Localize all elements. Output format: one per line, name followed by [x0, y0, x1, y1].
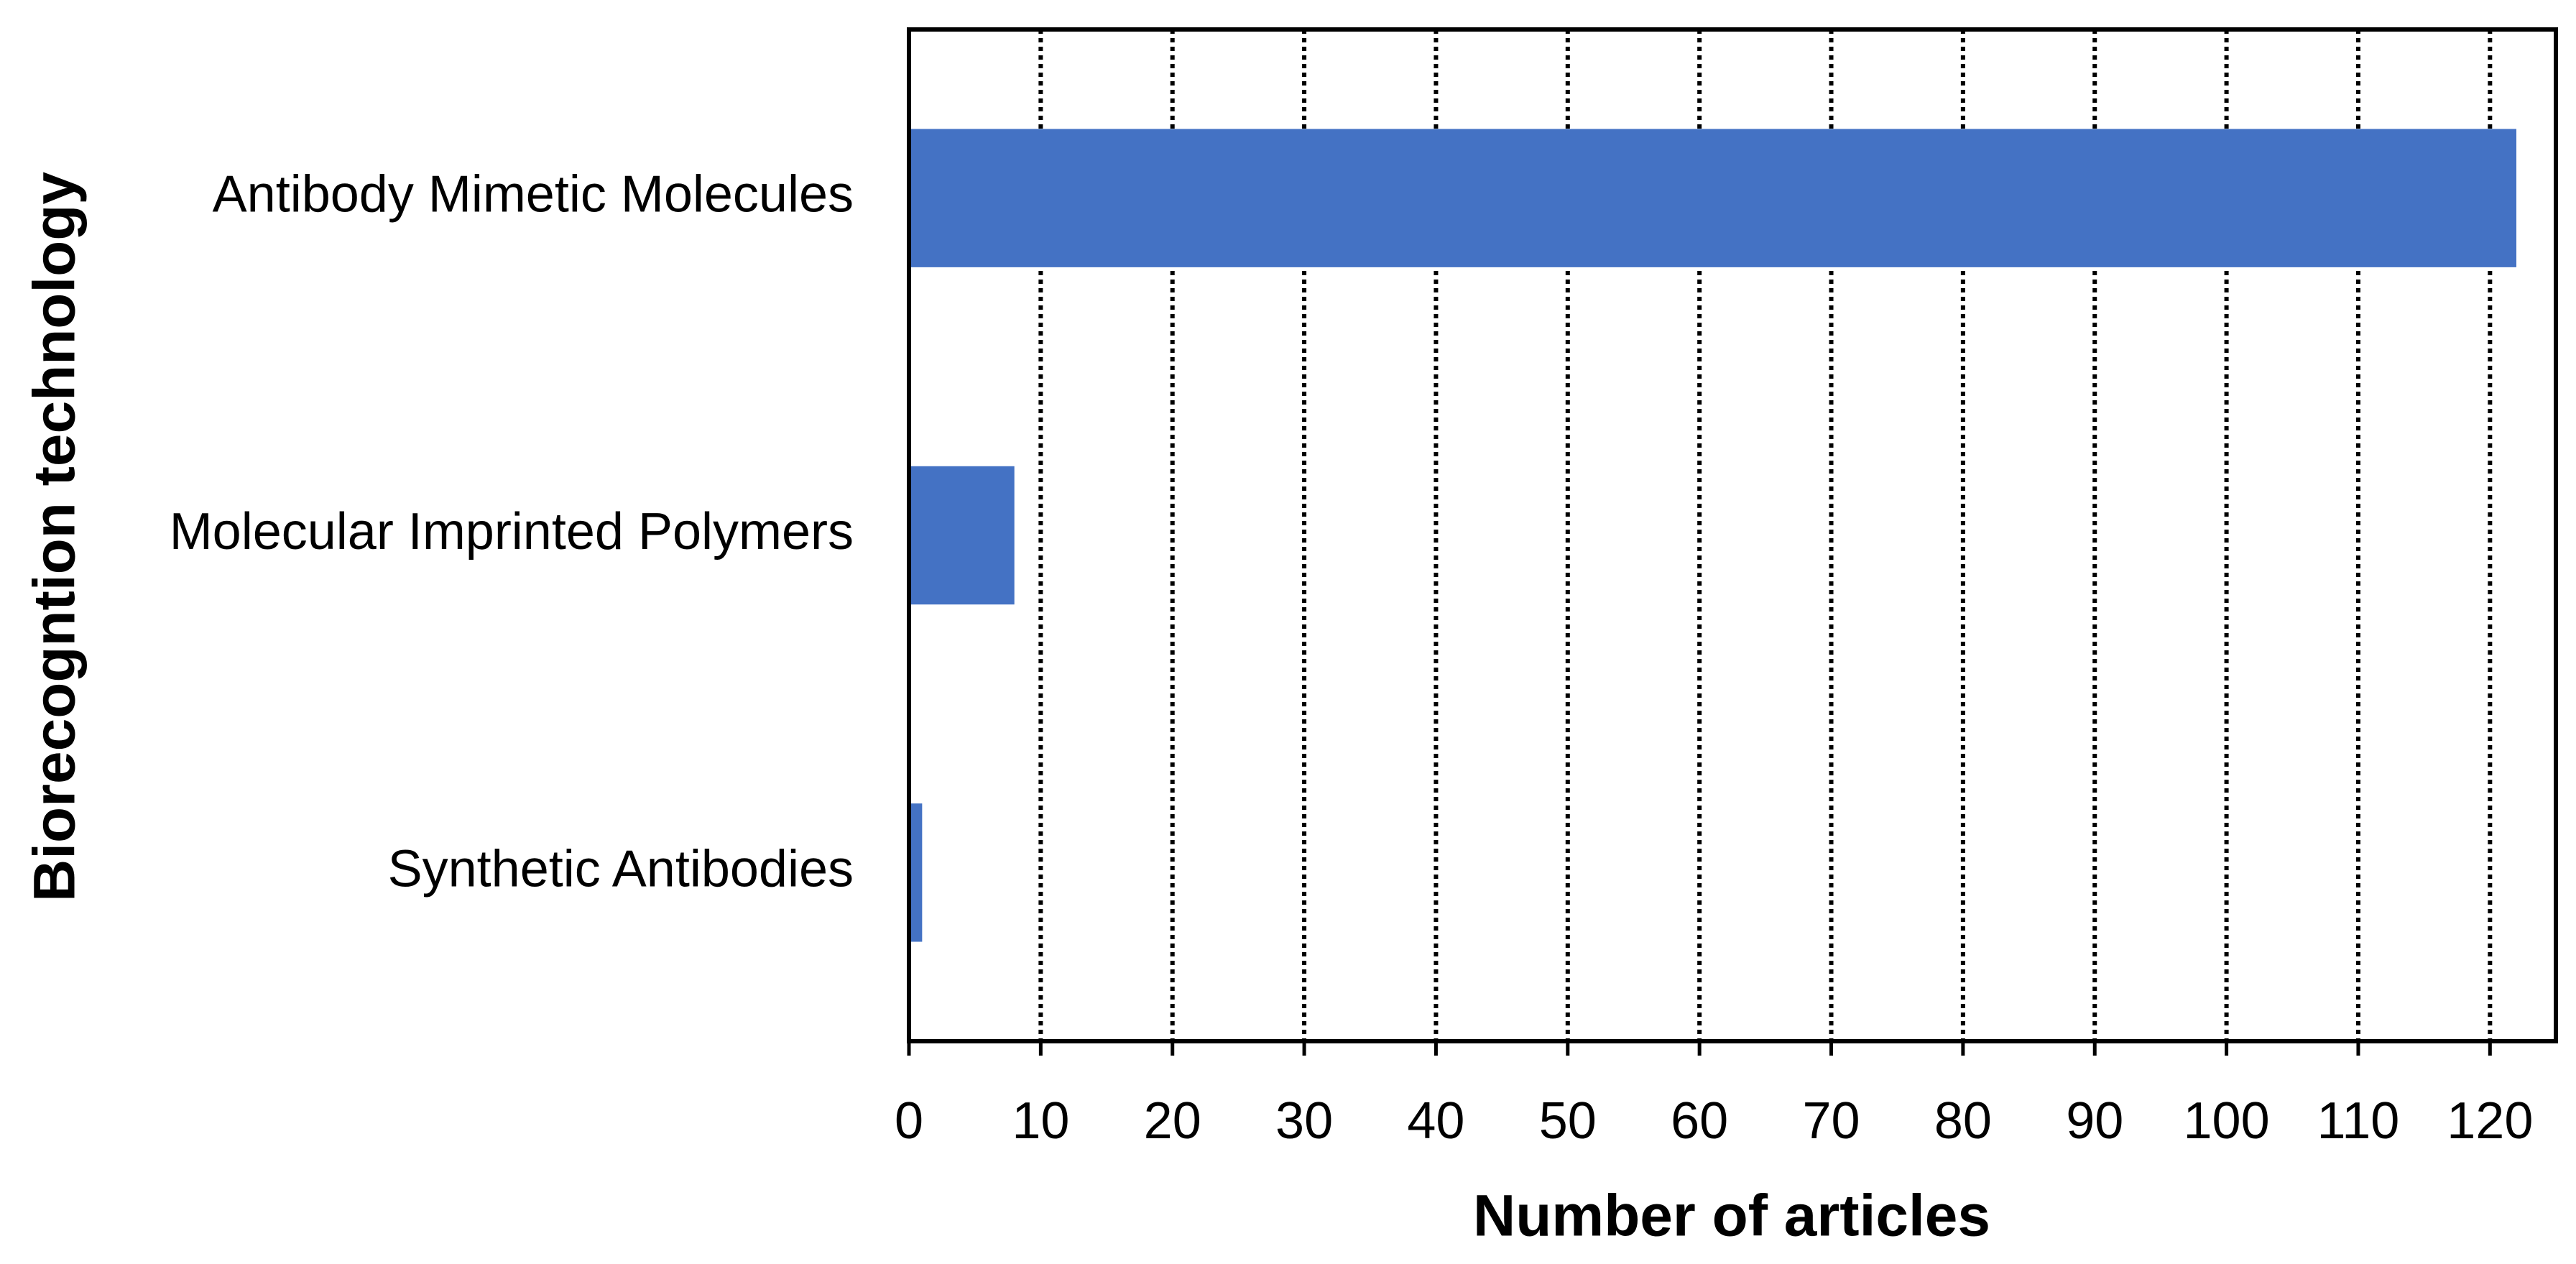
y-tick-label: Antibody Mimetic Molecules: [213, 166, 854, 223]
plot-frame: [907, 27, 2558, 1043]
x-axis-title: Number of articles: [1473, 1184, 1990, 1249]
x-tick-label: 20: [1144, 1092, 1201, 1150]
bar: [909, 129, 2516, 267]
x-tick-label: 50: [1539, 1092, 1597, 1150]
x-tick-label: 70: [1802, 1092, 1860, 1150]
x-tick-label: 100: [2184, 1092, 2270, 1150]
x-tick-label: 90: [2066, 1092, 2123, 1150]
y-axis-title: Biorecogntion technology: [22, 172, 88, 902]
x-tick-label: 40: [1407, 1092, 1464, 1150]
x-tick-label: 30: [1275, 1092, 1333, 1150]
x-tick-label: 10: [1012, 1092, 1069, 1150]
x-tick-label: 120: [2447, 1092, 2533, 1150]
bar: [909, 803, 923, 942]
x-tick-label: 60: [1671, 1092, 1728, 1150]
x-tick-label: 0: [895, 1092, 923, 1150]
bar: [909, 466, 1015, 605]
x-tick-label: 80: [1934, 1092, 1992, 1150]
x-tick-label: 110: [2317, 1092, 2400, 1150]
y-tick-label: Synthetic Antibodies: [388, 840, 854, 898]
y-tick-label: Molecular Imprinted Polymers: [170, 503, 854, 561]
